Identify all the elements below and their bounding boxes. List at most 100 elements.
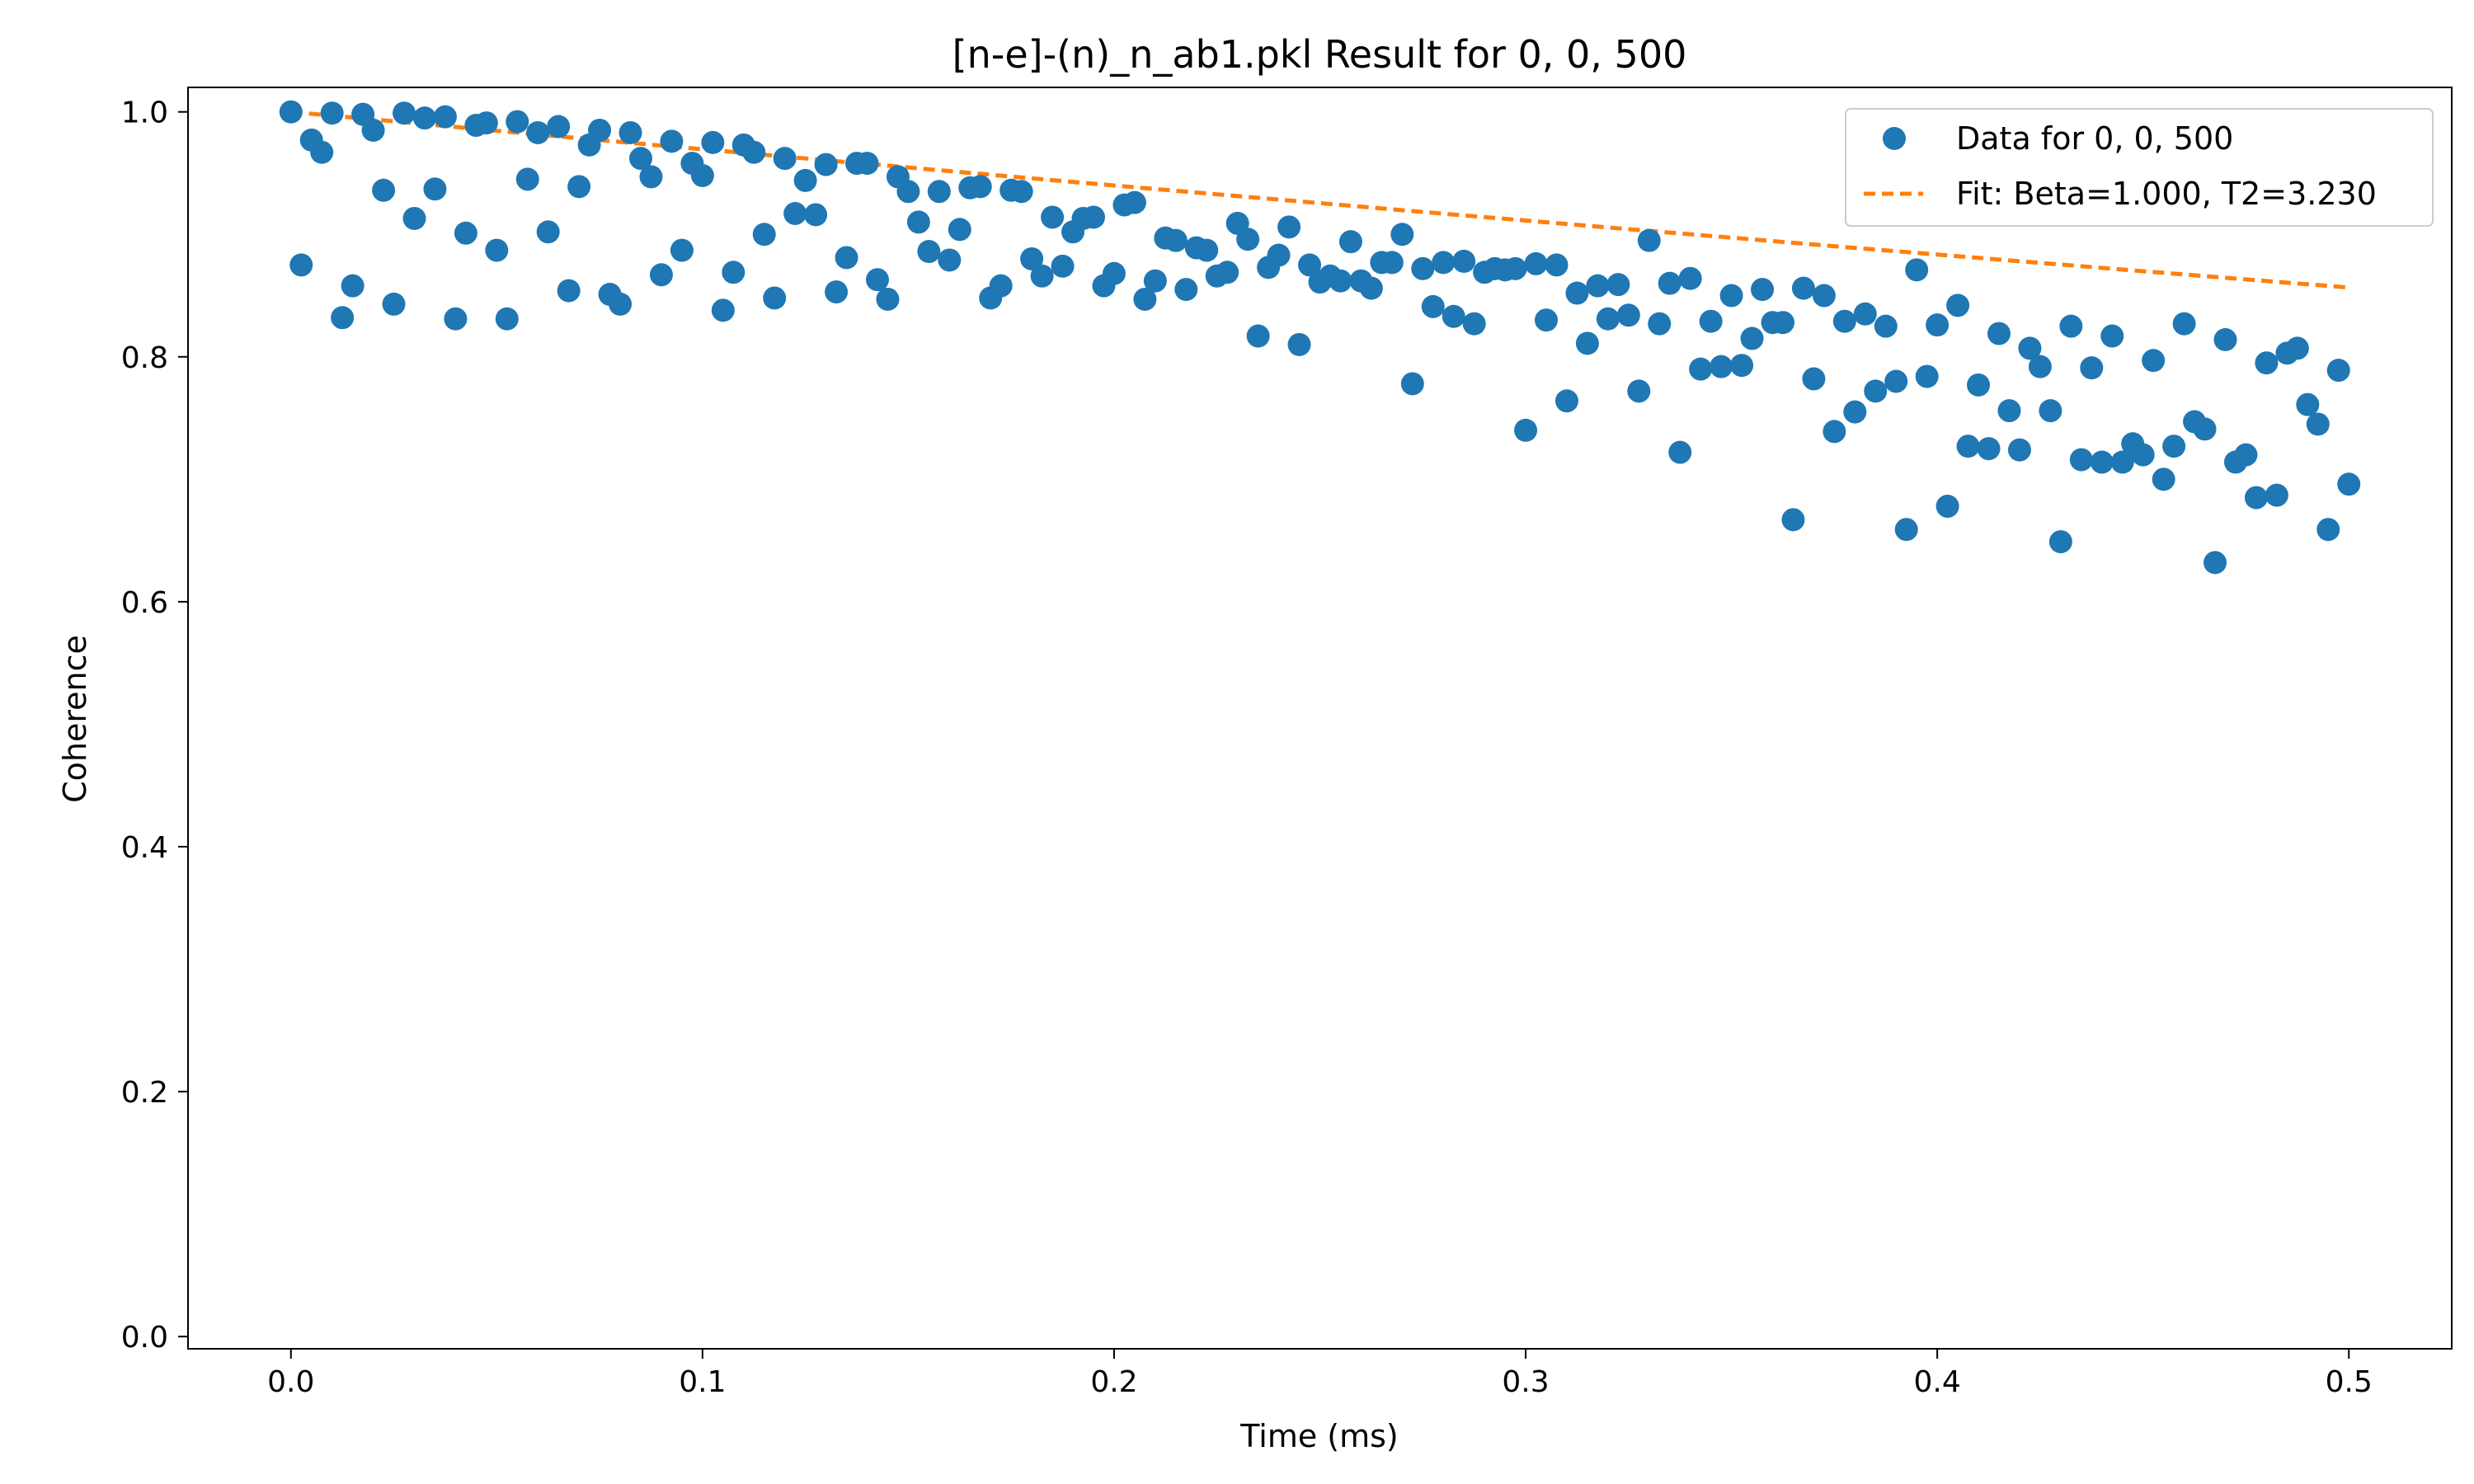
data-point <box>938 248 962 272</box>
data-point <box>906 210 930 234</box>
data-point <box>382 292 406 316</box>
data-point <box>2090 450 2114 474</box>
data-point <box>2244 486 2268 510</box>
data-point <box>1421 294 1445 318</box>
data-point <box>855 152 879 176</box>
data-point <box>722 261 745 284</box>
data-point <box>773 147 797 171</box>
data-point <box>2080 356 2104 380</box>
data-point <box>423 177 447 201</box>
data-point <box>495 307 519 331</box>
legend: Data for 0, 0, 500 Fit: Beta=1.000, T2=3… <box>1845 108 2434 227</box>
x-tick-label: 0.2 <box>1090 1365 1137 1399</box>
data-point <box>660 129 684 153</box>
data-point <box>1462 312 1486 336</box>
data-point <box>1329 269 1352 293</box>
data-point <box>1956 434 1980 458</box>
data-point <box>1133 287 1157 311</box>
data-point <box>783 202 807 225</box>
data-point <box>948 218 971 242</box>
data-point <box>2059 314 2083 338</box>
data-point <box>588 118 612 142</box>
data-point <box>968 175 992 199</box>
data-point <box>310 140 334 164</box>
data-point <box>2069 448 2093 472</box>
data-point <box>1894 518 1918 542</box>
data-point <box>1565 281 1589 305</box>
data-point <box>865 268 889 292</box>
data-point <box>1823 420 1846 444</box>
data-point <box>1678 266 1702 290</box>
data-point <box>1791 276 1815 300</box>
data-point <box>1586 274 1610 298</box>
data-point <box>526 120 550 144</box>
data-point <box>402 206 426 230</box>
data-point <box>649 263 673 287</box>
data-point <box>1267 243 1291 267</box>
legend-data-label: Data for 0, 0, 500 <box>1956 120 2233 157</box>
x-tick-label: 0.3 <box>1502 1365 1549 1399</box>
data-point <box>2152 467 2175 491</box>
data-point <box>989 274 1013 298</box>
data-point <box>2265 483 2288 507</box>
data-point <box>793 168 817 192</box>
data-point <box>2213 328 2237 351</box>
data-point <box>1030 264 1054 288</box>
data-point <box>454 221 477 245</box>
data-point <box>1411 256 1435 280</box>
data-point <box>1195 238 1219 262</box>
data-point <box>515 167 539 191</box>
data-point <box>609 292 633 316</box>
y-tick-label: 0.4 <box>121 831 168 865</box>
x-tick-label: 0.0 <box>267 1365 314 1399</box>
data-point <box>2337 472 2361 496</box>
y-axis-label: Coherence <box>57 635 93 803</box>
data-point <box>567 175 591 199</box>
x-tick-label: 0.4 <box>1914 1365 1961 1399</box>
data-point <box>1997 399 2021 423</box>
data-point <box>1174 278 1198 302</box>
data-point <box>1535 308 1558 332</box>
data-point <box>1082 205 1105 229</box>
data-point <box>1554 389 1578 413</box>
data-point <box>742 140 766 164</box>
data-point <box>1853 302 1877 326</box>
data-point <box>639 165 663 189</box>
data-point <box>1832 309 1856 333</box>
data-series <box>279 100 2361 575</box>
legend-fit-label: Fit: Beta=1.000, T2=3.230 <box>1956 176 2377 212</box>
data-point <box>1884 369 1908 393</box>
data-point <box>1926 313 1950 337</box>
data-point <box>927 180 951 204</box>
data-point <box>1751 278 1775 302</box>
data-point <box>1432 251 1456 275</box>
data-point <box>1236 228 1260 251</box>
data-point <box>1596 307 1620 331</box>
data-point <box>670 238 694 262</box>
y-tick-label: 0.6 <box>121 586 168 620</box>
data-point <box>618 120 642 144</box>
data-point <box>1699 309 1723 333</box>
x-axis-label: Time (ms) <box>1239 1418 1399 1454</box>
data-point <box>474 111 498 135</box>
data-point <box>814 153 838 176</box>
data-point <box>2193 417 2217 441</box>
data-point <box>1648 312 1672 336</box>
data-point <box>320 101 344 125</box>
data-point <box>1915 364 1939 388</box>
data-point <box>1246 324 1270 348</box>
data-point <box>361 118 385 142</box>
data-point <box>1874 314 1898 338</box>
data-point <box>2131 443 2155 467</box>
data-point <box>1041 205 1065 229</box>
plot-frame <box>187 87 2453 1350</box>
data-point <box>1935 495 1959 519</box>
data-point <box>1977 437 2001 461</box>
data-point <box>1616 303 1640 327</box>
data-point <box>2018 336 2042 360</box>
data-point <box>1390 223 1414 247</box>
data-point <box>1812 284 1836 308</box>
data-point <box>547 115 571 139</box>
x-tick-label: 0.5 <box>2326 1365 2373 1399</box>
